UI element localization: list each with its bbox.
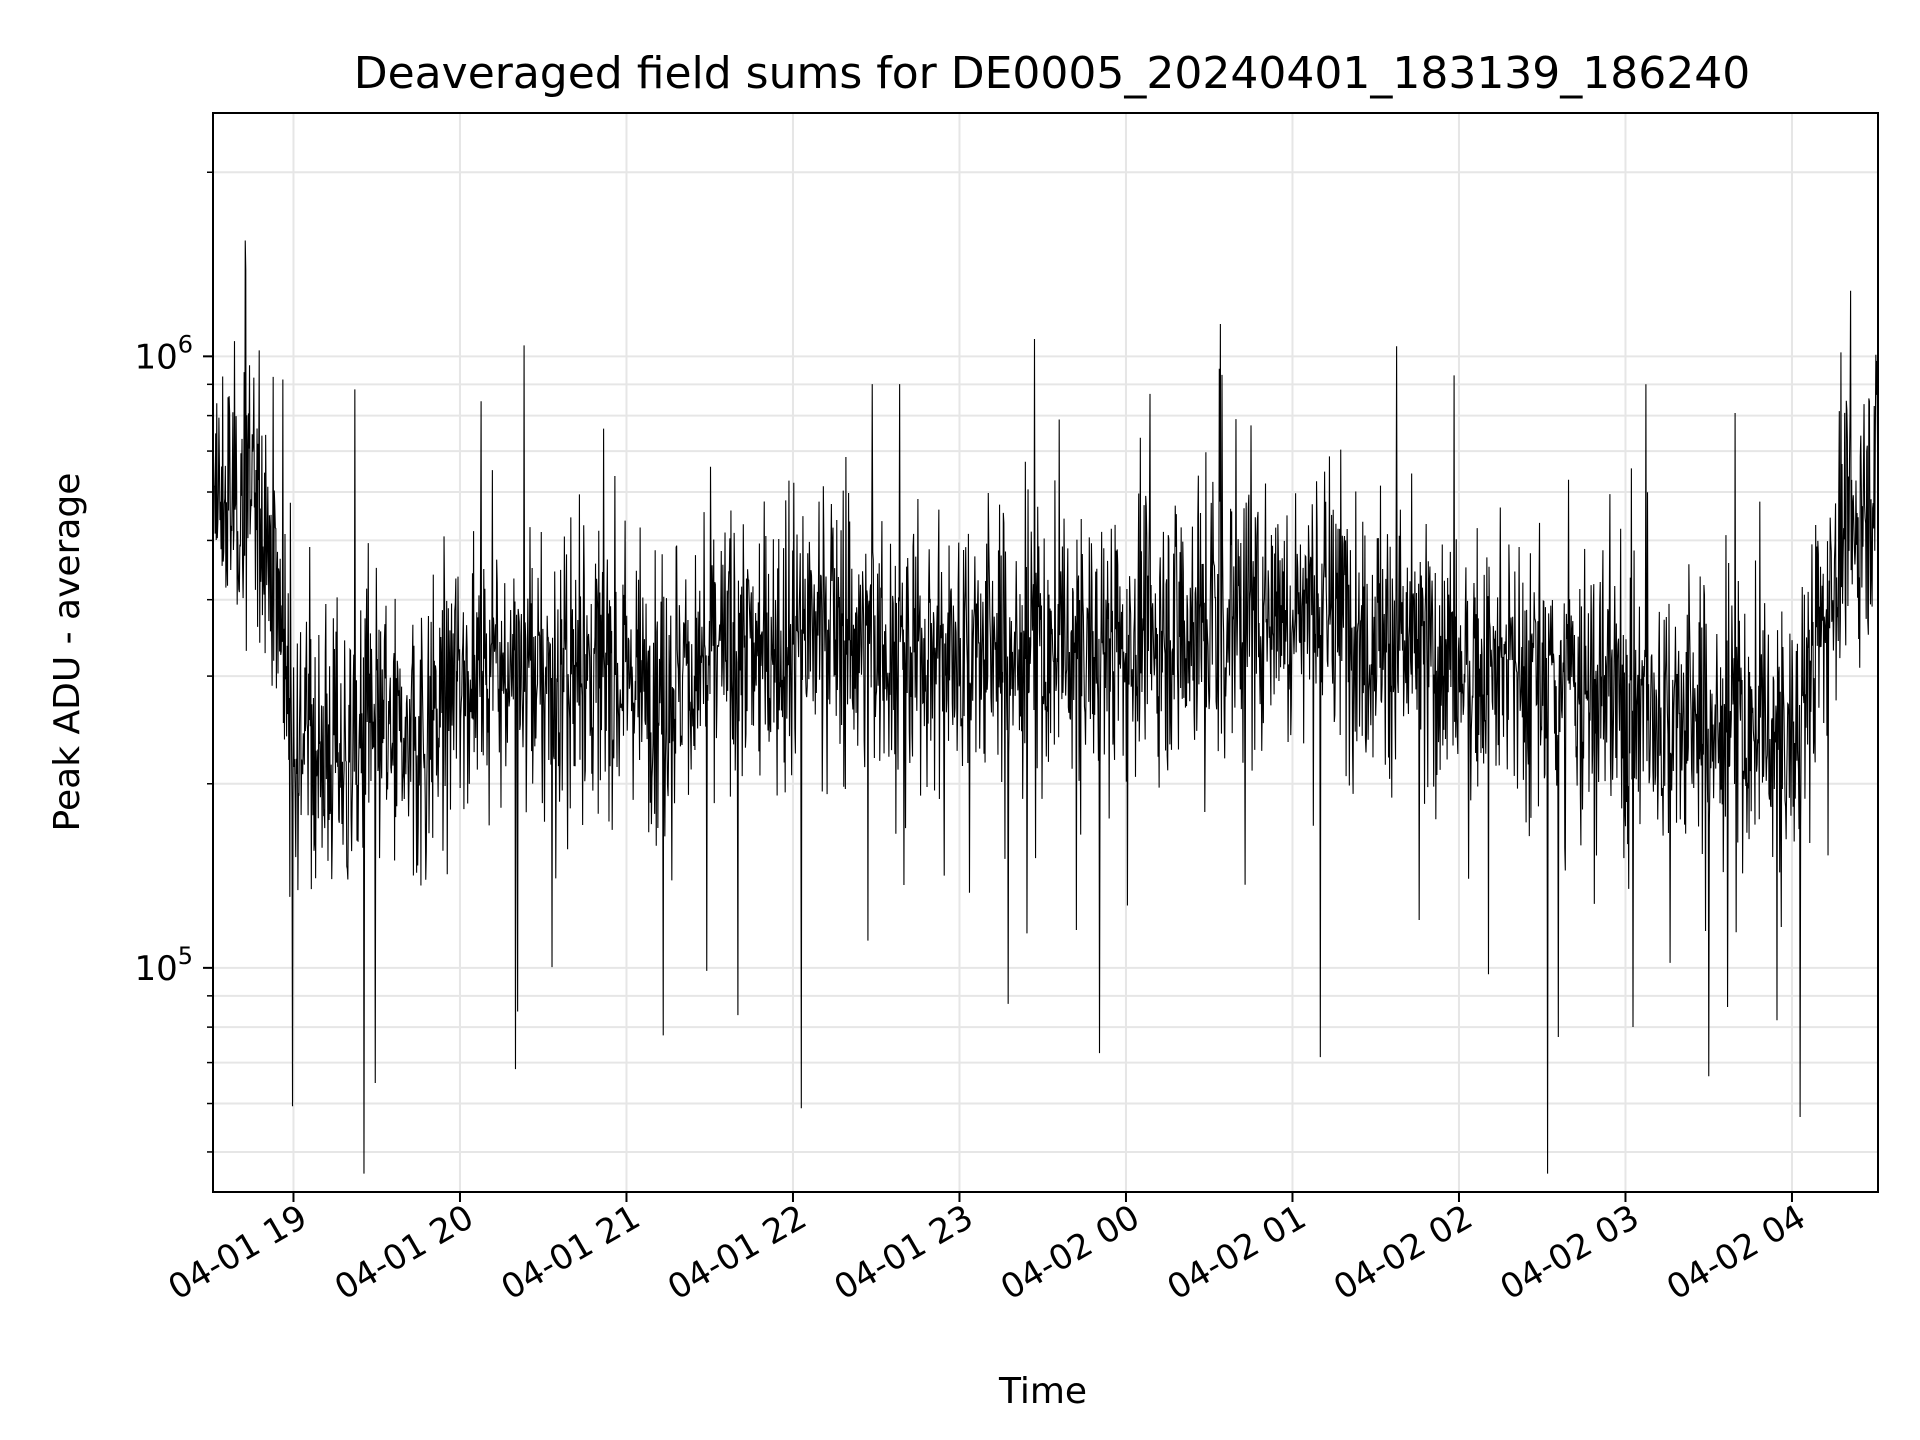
y-tick-label: 106 [134, 330, 193, 377]
y-axis-title: Peak ADU - average [47, 473, 88, 832]
x-tick-label: 04-02 03 [1494, 1197, 1646, 1308]
x-tick-label: 04-02 02 [1327, 1197, 1479, 1308]
x-tick-label: 04-02 01 [1161, 1197, 1313, 1308]
x-tick-label: 04-01 22 [661, 1197, 813, 1308]
series-line [213, 240, 1878, 1174]
x-tick-label: 04-02 00 [994, 1197, 1146, 1308]
x-axis-title: Time [998, 1371, 1087, 1412]
y-tick-label: 105 [134, 942, 193, 989]
plot-frame [212, 112, 1879, 1193]
x-tick-label: 04-01 19 [162, 1197, 314, 1308]
series-layer [213, 240, 1878, 1174]
chart-title: Deaveraged field sums for DE0005_2024040… [354, 48, 1751, 99]
x-tick-label: 04-01 20 [328, 1197, 480, 1308]
x-tick-label: 04-01 21 [495, 1197, 647, 1308]
x-tick-label: 04-01 23 [828, 1197, 980, 1308]
grid [213, 113, 1878, 1192]
x-tick-label: 04-02 04 [1660, 1197, 1812, 1308]
